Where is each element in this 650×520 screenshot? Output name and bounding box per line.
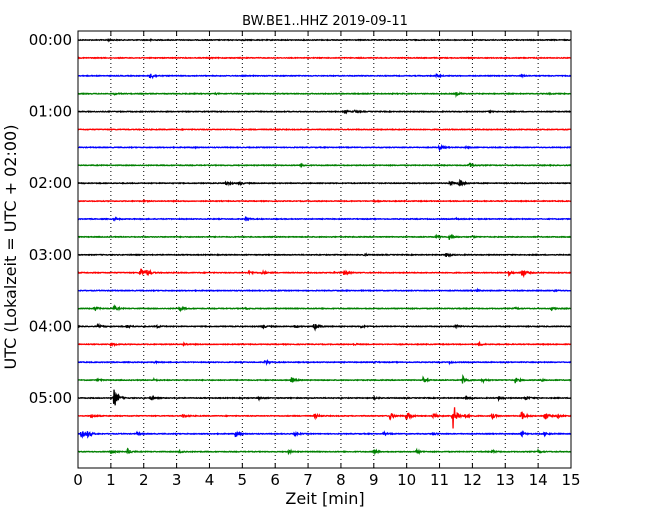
x-tick-label: 12 xyxy=(463,471,482,489)
x-tick-label: 2 xyxy=(139,471,149,489)
y-axis-label: UTC (Lokalzeit = UTC + 02:00) xyxy=(1,125,20,370)
trace-line xyxy=(77,447,572,456)
x-tick-label: 1 xyxy=(106,471,116,489)
trace-line xyxy=(77,429,572,439)
vertical-gridlines xyxy=(110,31,539,468)
trace-line xyxy=(77,37,572,43)
trace-line xyxy=(77,322,572,332)
trace-line xyxy=(77,55,572,60)
y-tick-label: 00:00 xyxy=(29,31,72,49)
y-tick-label: 04:00 xyxy=(29,317,72,335)
trace-line xyxy=(77,178,572,187)
x-tick-label: 14 xyxy=(529,471,548,489)
y-tick-label: 02:00 xyxy=(29,174,72,192)
chart-title: BW.BE1..HHZ 2019-09-11 xyxy=(242,14,408,29)
trace-line xyxy=(77,389,572,406)
x-axis-label: Zeit [min] xyxy=(285,489,364,508)
trace-line xyxy=(77,407,572,429)
x-tick-label: 11 xyxy=(430,471,449,489)
y-tick-label: 03:00 xyxy=(29,246,72,264)
trace-line xyxy=(77,109,572,115)
trace-line xyxy=(77,162,572,169)
x-tick-label: 9 xyxy=(369,471,379,489)
x-tick-label: 8 xyxy=(336,471,346,489)
y-tick-label: 01:00 xyxy=(29,103,72,121)
trace-line xyxy=(77,199,572,204)
x-tick-label: 5 xyxy=(238,471,248,489)
trace-line xyxy=(77,216,572,222)
x-tick-label: 6 xyxy=(270,471,280,489)
x-tick-label: 0 xyxy=(73,471,83,489)
x-tick-label: 3 xyxy=(172,471,182,489)
trace-line xyxy=(77,233,572,240)
x-tick-label: 4 xyxy=(205,471,215,489)
seismogram-traces xyxy=(77,37,572,456)
x-tick-label: 13 xyxy=(496,471,515,489)
y-tick-label: 05:00 xyxy=(29,389,72,407)
trace-line xyxy=(77,143,572,152)
trace-line xyxy=(77,91,572,99)
trace-line xyxy=(77,73,572,80)
x-axis-ticks: 0 1 2 3 4 5 6 7 8 9 10 11 12 13 14 15 xyxy=(73,31,581,489)
y-axis-ticks: 00:00 01:00 02:00 03:00 04:00 05:00 xyxy=(29,31,83,407)
trace-line xyxy=(77,268,572,279)
trace-line xyxy=(77,374,572,385)
trace-line xyxy=(77,304,572,313)
trace-line xyxy=(77,127,572,132)
trace-line xyxy=(77,340,572,348)
trace-line xyxy=(77,358,572,367)
trace-line xyxy=(77,252,572,258)
x-tick-label: 7 xyxy=(303,471,313,489)
trace-line xyxy=(77,287,572,293)
x-tick-label: 10 xyxy=(397,471,416,489)
x-tick-label: 15 xyxy=(561,471,580,489)
plot-frame xyxy=(77,30,572,469)
